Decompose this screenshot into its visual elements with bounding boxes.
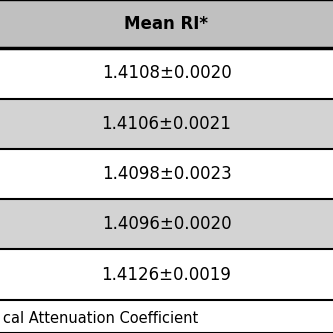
Bar — [0, 249, 333, 300]
Text: 1.4098±0.0023: 1.4098±0.0023 — [102, 165, 231, 183]
Bar — [0, 300, 333, 333]
Bar — [0, 149, 333, 199]
Bar — [0, 99, 333, 149]
Bar — [0, 0, 333, 48]
Bar — [0, 48, 333, 99]
Text: 1.4106±0.0021: 1.4106±0.0021 — [102, 115, 231, 133]
Text: 1.4108±0.0020: 1.4108±0.0020 — [102, 64, 231, 83]
Text: Mean RI*: Mean RI* — [125, 15, 208, 33]
Text: 1.4096±0.0020: 1.4096±0.0020 — [102, 215, 231, 233]
Text: 1.4126±0.0019: 1.4126±0.0019 — [102, 265, 231, 284]
Text: cal Attenuation Coefficient: cal Attenuation Coefficient — [3, 310, 198, 326]
Bar — [0, 199, 333, 249]
